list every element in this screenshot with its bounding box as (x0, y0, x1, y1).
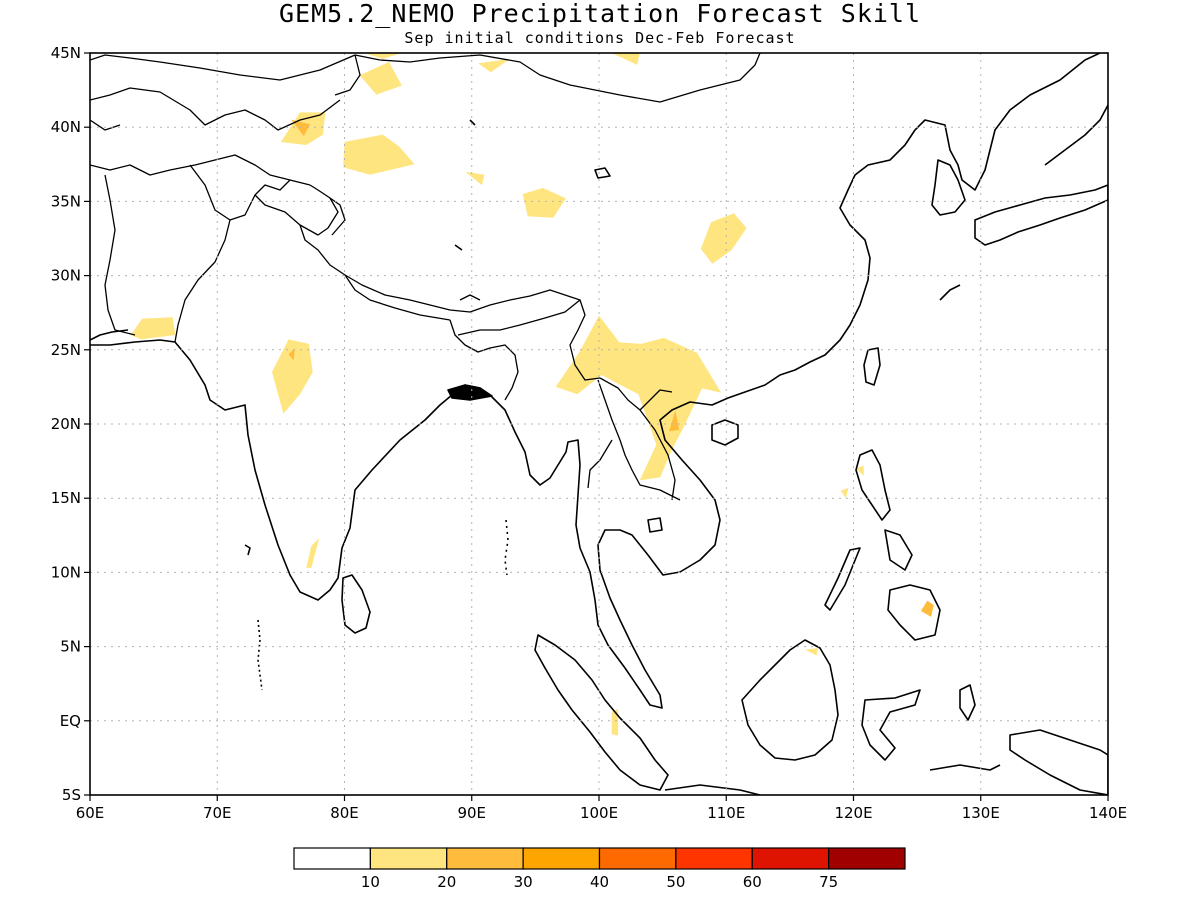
coastline-layer (90, 53, 1108, 795)
borneo-coast (741, 639, 839, 761)
lat-tick-label: 35N (51, 192, 81, 210)
map-subtitle: Sep initial conditions Dec-Feb Forecast (404, 29, 796, 47)
lon-tick-label: 110E (707, 804, 745, 822)
skill-region (805, 648, 818, 656)
colorbar-label: 50 (666, 873, 685, 891)
colorbar-label: 10 (361, 873, 380, 891)
skill-region (920, 600, 934, 617)
korea-coast (931, 159, 966, 216)
colorbar-swatch (522, 847, 601, 870)
lat-tick-label: 5N (60, 638, 81, 656)
colorbar-swatch (675, 847, 753, 870)
sulawesi-coast (861, 689, 921, 761)
skill-region (700, 213, 747, 264)
skill-region (363, 53, 402, 59)
skill-region (288, 348, 295, 361)
lat-tick-label: 20N (51, 415, 81, 433)
lon-tick-label: 120E (834, 804, 872, 822)
mainland-coastline (90, 53, 1101, 709)
skill-region (359, 61, 402, 95)
gridlines (90, 53, 1108, 795)
sri-lanka-coast (341, 574, 371, 634)
lon-tick-label: 140E (1089, 804, 1127, 822)
lon-tick-label: 130E (962, 804, 1000, 822)
skill-region (130, 317, 176, 340)
skill-region (306, 538, 320, 568)
colorbar-label: 75 (819, 873, 838, 891)
skill-region (465, 171, 485, 186)
lon-tick-label: 80E (330, 804, 359, 822)
skill-region (856, 465, 864, 476)
colorbar-label: 40 (590, 873, 609, 891)
mindanao-coast (887, 584, 941, 641)
colorbar-swatch (369, 847, 448, 870)
hainan-coast (711, 419, 739, 446)
japan-coast (974, 184, 1108, 246)
colorbar-label: 60 (743, 873, 762, 891)
colorbar-swatch (293, 847, 371, 870)
axis-labels: 60E 70E 80E 90E 100E 110E 120E 130E 140E 45N 40N 35… (51, 44, 1127, 822)
colorbar-label: 30 (514, 873, 533, 891)
colorbar-swatch (828, 847, 906, 870)
skill-shading-layer (130, 53, 934, 736)
luzon-coast (855, 449, 891, 521)
lon-tick-label: 100E (580, 804, 618, 822)
skill-region (343, 134, 415, 175)
colorbar-swatch (751, 847, 830, 870)
lon-tick-label: 90E (457, 804, 486, 822)
lon-tick-label: 70E (203, 804, 232, 822)
skill-region (611, 708, 619, 736)
lat-tick-label: 5S (62, 786, 81, 804)
colorbar: 10 20 30 40 50 60 75 (293, 847, 906, 891)
lat-tick-label: EQ (60, 712, 81, 730)
sumatra-coast (534, 634, 669, 791)
colorbar-label: 20 (437, 873, 456, 891)
colorbar-swatch (598, 847, 677, 870)
skill-region (840, 487, 849, 499)
skill-region (272, 339, 313, 414)
skill-region (522, 188, 566, 218)
new-guinea-coast (1009, 729, 1108, 795)
lat-tick-label: 30N (51, 267, 81, 285)
map-title: GEM5.2_NEMO Precipitation Forecast Skill (278, 0, 922, 28)
lat-tick-label: 15N (51, 489, 81, 507)
skill-region (555, 315, 722, 481)
skill-region (291, 119, 311, 137)
lon-tick-label: 60E (76, 804, 105, 822)
lat-tick-label: 10N (51, 563, 81, 581)
lat-tick-label: 40N (51, 118, 81, 136)
skill-region (669, 410, 680, 432)
skill-region (478, 58, 510, 73)
colorbar-swatch (446, 847, 524, 870)
skill-region (611, 53, 640, 65)
taiwan-coast (863, 347, 881, 386)
lat-tick-label: 45N (51, 44, 81, 62)
lat-tick-label: 25N (51, 341, 81, 359)
